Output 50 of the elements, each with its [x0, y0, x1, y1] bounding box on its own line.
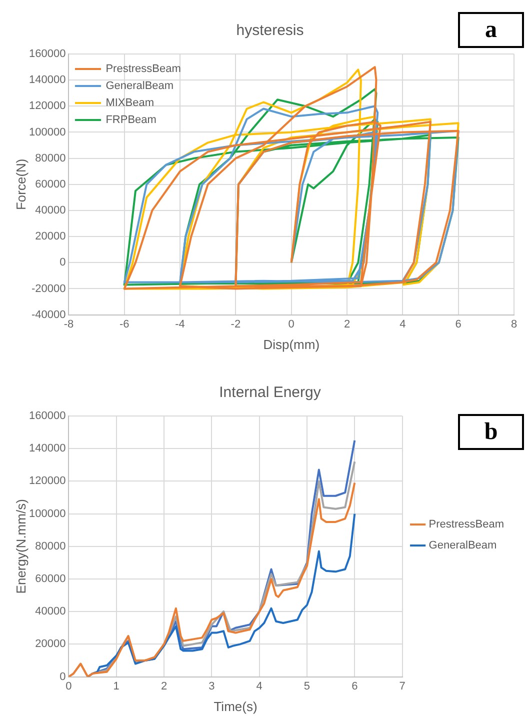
x-tick-label: 4: [400, 318, 406, 330]
y-tick-label: -40000: [31, 308, 66, 321]
y-tick-label: 0: [60, 256, 66, 269]
legend-label: GeneralBeam: [428, 540, 497, 552]
y-tick-label: 20000: [35, 230, 66, 243]
chart-title: hysteresis: [236, 22, 304, 40]
y-tick-label: 80000: [35, 540, 66, 552]
chart-title: Internal Energy: [219, 384, 322, 402]
x-axis-title: Disp(mm): [263, 336, 320, 352]
y-tick-label: 0: [60, 670, 66, 683]
legend-label: MIXBeam: [106, 96, 154, 108]
x-tick-label: 1: [113, 680, 120, 692]
legend-label: FRPBeam: [106, 114, 156, 126]
y-tick-label: 120000: [28, 475, 66, 488]
y-tick-label: 100000: [28, 126, 66, 138]
x-axis-title: Time(s): [214, 698, 258, 714]
x-tick-label: -6: [119, 318, 130, 330]
y-tick-label: 140000: [28, 74, 66, 86]
y-tick-label: 40000: [35, 204, 66, 217]
x-tick-label: 2: [344, 318, 350, 330]
y-tick-label: 120000: [28, 100, 66, 112]
y-tick-label: 160000: [28, 410, 66, 422]
x-tick-label: 7: [399, 680, 406, 692]
x-tick-label: -8: [64, 318, 74, 330]
y-tick-label: 160000: [28, 48, 66, 60]
y-axis-title: Energy(N.mm/s): [14, 499, 29, 594]
panel-label: b: [458, 414, 524, 450]
panel-label: a: [458, 12, 524, 48]
x-tick-label: 8: [510, 318, 518, 330]
y-tick-label: 20000: [35, 638, 66, 650]
y-tick-label: 60000: [35, 573, 66, 586]
x-tick-label: 2: [160, 680, 168, 692]
x-tick-label: 3: [208, 680, 215, 692]
y-tick-label: 60000: [35, 178, 66, 190]
x-tick-label: 4: [256, 680, 262, 692]
y-tick-label: -20000: [31, 282, 66, 295]
legend-label: GeneralBeam: [106, 80, 174, 92]
y-tick-label: 100000: [28, 508, 66, 520]
y-tick-label: 140000: [28, 442, 66, 455]
y-tick-label: 40000: [35, 606, 66, 618]
x-tick-label: -2: [230, 318, 241, 330]
legend-label: PrestressBeam: [106, 62, 181, 74]
y-tick-label: 80000: [35, 152, 66, 164]
x-tick-label: -4: [175, 318, 185, 330]
x-tick-label: 6: [352, 680, 358, 692]
legend-label: PrestressBeam: [428, 518, 504, 531]
x-tick-label: 5: [304, 680, 310, 692]
x-tick-label: 6: [455, 318, 462, 330]
x-tick-label: 0: [288, 318, 294, 330]
y-axis-title: Force(N): [14, 158, 29, 210]
